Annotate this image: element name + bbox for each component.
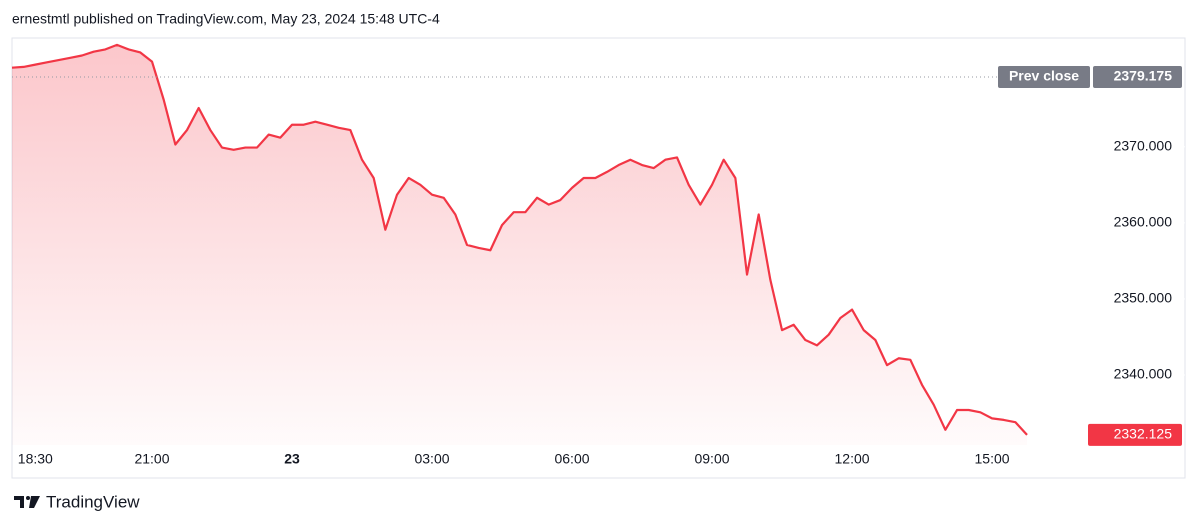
prev-close-value-bg	[1093, 65, 1182, 88]
header-text: ernestmtl published on TradingView.com, …	[12, 11, 440, 27]
y-tick-label: 2370.000	[1114, 137, 1173, 153]
y-tick-label: 2340.000	[1114, 366, 1173, 382]
last-price-label: 2332.125	[1114, 426, 1173, 442]
x-tick-label: 09:00	[694, 451, 729, 467]
x-tick-label: 23	[284, 451, 300, 467]
y-tick-label: 2350.000	[1114, 290, 1173, 306]
y-tick-label: 2360.000	[1114, 214, 1173, 230]
last-price-bg	[1088, 423, 1182, 446]
area-fill	[12, 44, 1028, 445]
x-tick-label: 15:00	[975, 451, 1010, 467]
brand: TradingView	[46, 492, 140, 511]
x-tick-label: 18:30	[18, 451, 53, 467]
prev-close-label-bg	[998, 65, 1090, 88]
x-tick-label: 03:00	[414, 451, 449, 467]
price-line	[11, 43, 1028, 436]
prev-close-label: Prev close	[1009, 68, 1079, 84]
x-tick-label: 12:00	[835, 451, 870, 467]
logo	[14, 496, 40, 508]
prev-close-value: 2379.175	[1114, 68, 1173, 84]
x-tick-label: 06:00	[554, 451, 589, 467]
x-tick-label: 21:00	[134, 451, 169, 467]
